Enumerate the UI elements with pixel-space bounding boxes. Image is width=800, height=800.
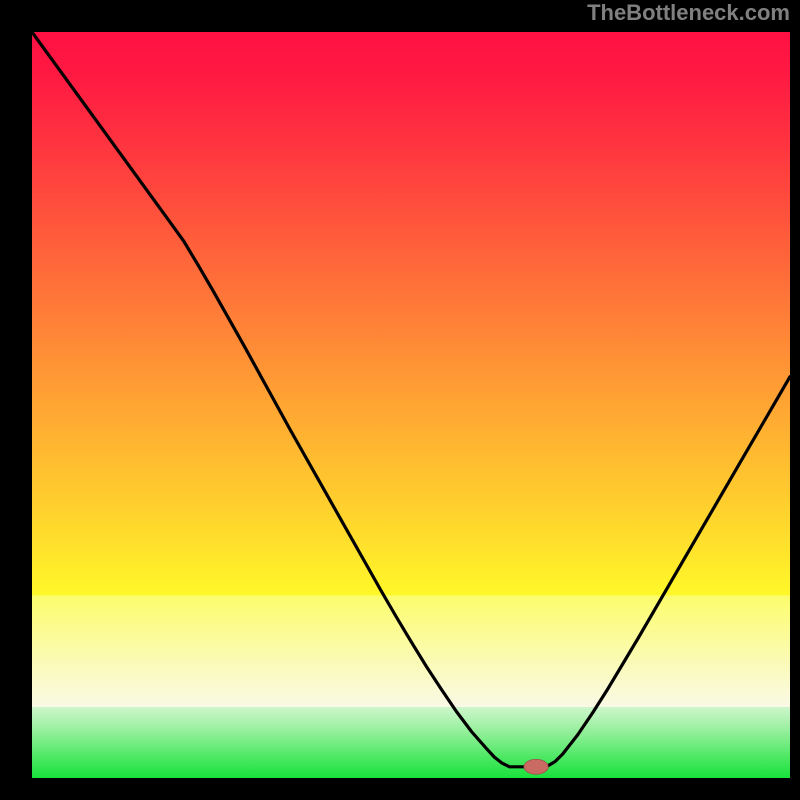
plot-area: [32, 32, 790, 778]
optimal-point-marker: [524, 759, 548, 774]
chart-frame: TheBottleneck.com: [0, 0, 800, 800]
gradient-background: [32, 32, 790, 778]
watermark-label: TheBottleneck.com: [587, 0, 790, 26]
chart-svg: [32, 32, 790, 778]
